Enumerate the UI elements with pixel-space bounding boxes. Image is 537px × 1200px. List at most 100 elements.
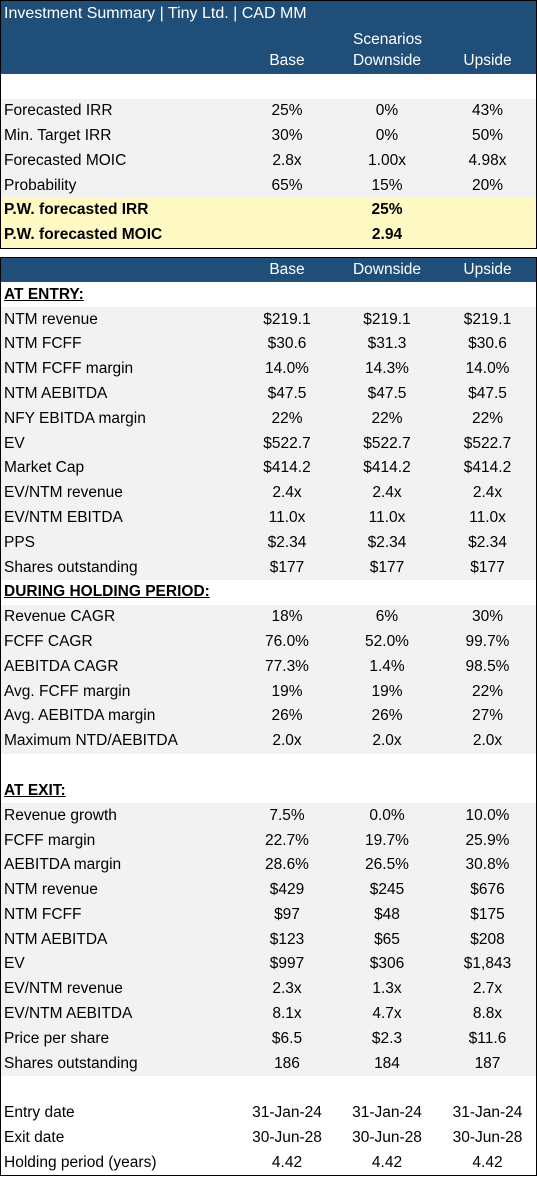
table-row: Revenue growth 7.5% 0.0% 10.0% [1, 803, 536, 828]
upside-value: $522.7 [463, 434, 512, 452]
downside-value: $47.5 [367, 384, 407, 402]
table-row: Probability 65% 15% 20% [1, 173, 536, 198]
base-value: 19% [271, 682, 303, 700]
base-value: 28.6% [265, 856, 309, 874]
holding-heading-row: DURING HOLDING PERIOD: [1, 579, 536, 605]
pw-moic-value: 2.94 [371, 226, 403, 244]
table-row: EV/NTM EBITDA 11.0x 11.0x 11.0x [1, 506, 536, 531]
detail-block: Base Downside Upside AT ENTRY: NTM reven… [0, 256, 537, 1177]
col-base: Base [269, 52, 305, 70]
base-value: 2.0x [272, 732, 302, 750]
base-value: 25% [271, 102, 303, 120]
row-label: EV/NTM revenue [4, 980, 123, 998]
row-label: AEBITDA CAGR [4, 657, 119, 675]
base-value: 14.0% [265, 360, 309, 378]
spacer [1, 73, 536, 99]
upside-value: $1,843 [463, 955, 512, 973]
row-label: NFY EBITDA margin [4, 409, 146, 427]
upside-value: $2.34 [468, 533, 507, 551]
downside-value: 6% [375, 608, 399, 626]
base-value: $123 [269, 930, 305, 948]
upside-value: $208 [470, 930, 505, 948]
base-value: 22% [271, 409, 303, 427]
row-label: Revenue CAGR [4, 608, 116, 626]
table-row: EV $997 $306 $1,843 [1, 952, 536, 977]
table-row: Shares outstanding $177 $177 $177 [1, 555, 536, 580]
downside-value: 11.0x [368, 508, 406, 526]
row-label: Holding period (years) [4, 1154, 157, 1172]
upside-value: $676 [470, 881, 505, 899]
downside-value: 26% [371, 707, 403, 725]
row-label: EV/NTM revenue [4, 484, 123, 502]
row-label: NTM FCFF [4, 335, 82, 353]
pw-irr-value: 25% [371, 201, 403, 219]
table-row: FCFF CAGR 76.0% 52.0% 99.7% [1, 630, 536, 655]
col-upside: Upside [463, 52, 512, 70]
downside-value: $245 [369, 881, 405, 899]
base-value: 11.0x [268, 508, 306, 526]
row-label: Entry date [4, 1104, 75, 1122]
upside-value: 187 [474, 1054, 501, 1072]
downside-value: $65 [374, 930, 400, 948]
holding-rows: Revenue CAGR 18% 6% 30% FCFF CAGR 76.0% 52.0% 9… [1, 604, 536, 754]
row-label: EV/NTM EBITDA [4, 508, 123, 526]
table-row: Price per share $6.5 $2.3 $11.6 [1, 1026, 536, 1051]
downside-value: $219.1 [363, 310, 411, 328]
base-value: 2.8x [272, 151, 302, 169]
table-row: AEBITDA margin 28.6% 26.5% 30.8% [1, 853, 536, 878]
downside-value: 31-Jan-24 [352, 1104, 422, 1122]
upside-value: 43% [471, 102, 504, 120]
row-label: AEBITDA margin [4, 856, 122, 874]
base-value: 30-Jun-28 [252, 1129, 322, 1147]
row-label: NTM FCFF [4, 905, 82, 923]
entry-heading-row: AT ENTRY: [1, 282, 536, 308]
table-row: Avg. FCFF margin 19% 19% 22% [1, 679, 536, 704]
downside-value: 14.3% [365, 360, 409, 378]
row-label: Min. Target IRR [4, 126, 112, 144]
table-row: Entry date 31-Jan-24 31-Jan-24 31-Jan-24 [1, 1101, 536, 1126]
base-value: 2.4x [272, 484, 302, 502]
row-label: FCFF margin [4, 831, 96, 849]
downside-value: $2.3 [371, 1029, 403, 1047]
table-row: EV $522.7 $522.7 $522.7 [1, 431, 536, 456]
downside-value: $414.2 [363, 459, 411, 477]
upside-value: 2.4x [472, 484, 503, 502]
base-value: $30.6 [267, 335, 307, 353]
row-label: Forecasted MOIC [4, 151, 127, 169]
table-row: NTM revenue $219.1 $219.1 $219.1 [1, 307, 536, 332]
table-row: NTM FCFF $97 $48 $175 [1, 903, 536, 928]
table-row: NFY EBITDA margin 22% 22% 22% [1, 406, 536, 431]
base-value: $522.7 [263, 434, 311, 452]
downside-value: 0% [375, 126, 399, 144]
detail-column-header-row: Base Downside Upside [1, 257, 536, 283]
base-value: $6.5 [271, 1029, 303, 1047]
table-row: PPS $2.34 $2.34 $2.34 [1, 530, 536, 555]
row-label: Maximum NTD/AEBITDA [4, 732, 178, 750]
pw-moic-row: P.W. forecasted MOIC 2.94 [1, 222, 536, 248]
downside-value: 1.4% [369, 657, 405, 675]
table-row: AEBITDA CAGR 77.3% 1.4% 98.5% [1, 654, 536, 679]
row-label: Shares outstanding [4, 558, 138, 576]
downside-value: $31.3 [367, 335, 407, 353]
base-value: 7.5% [269, 806, 305, 824]
row-label: Shares outstanding [4, 1054, 138, 1072]
upside-value: 22% [471, 682, 504, 700]
upside-value: 20% [471, 176, 504, 194]
table-row: Market Cap $414.2 $414.2 $414.2 [1, 456, 536, 481]
downside-value: $48 [374, 905, 400, 923]
column-header-row: Base Downside Upside [1, 49, 536, 74]
upside-value: 8.8x [472, 1005, 503, 1023]
row-label: P.W. forecasted IRR [4, 201, 149, 219]
row-label: NTM revenue [4, 881, 98, 899]
table-row: NTM FCFF $30.6 $31.3 $30.6 [1, 332, 536, 357]
table-row: Avg. AEBITDA margin 26% 26% 27% [1, 704, 536, 729]
upside-value: $11.6 [468, 1029, 507, 1047]
table-row: Revenue CAGR 18% 6% 30% [1, 605, 536, 630]
upside-value: 99.7% [465, 632, 510, 650]
base-value: 8.1x [272, 1005, 302, 1023]
table-row: FCFF margin 22.7% 19.7% 25.9% [1, 828, 536, 853]
row-label: NTM AEBITDA [4, 930, 108, 948]
downside-value: 1.3x [372, 980, 402, 998]
upside-value: $414.2 [463, 459, 512, 477]
